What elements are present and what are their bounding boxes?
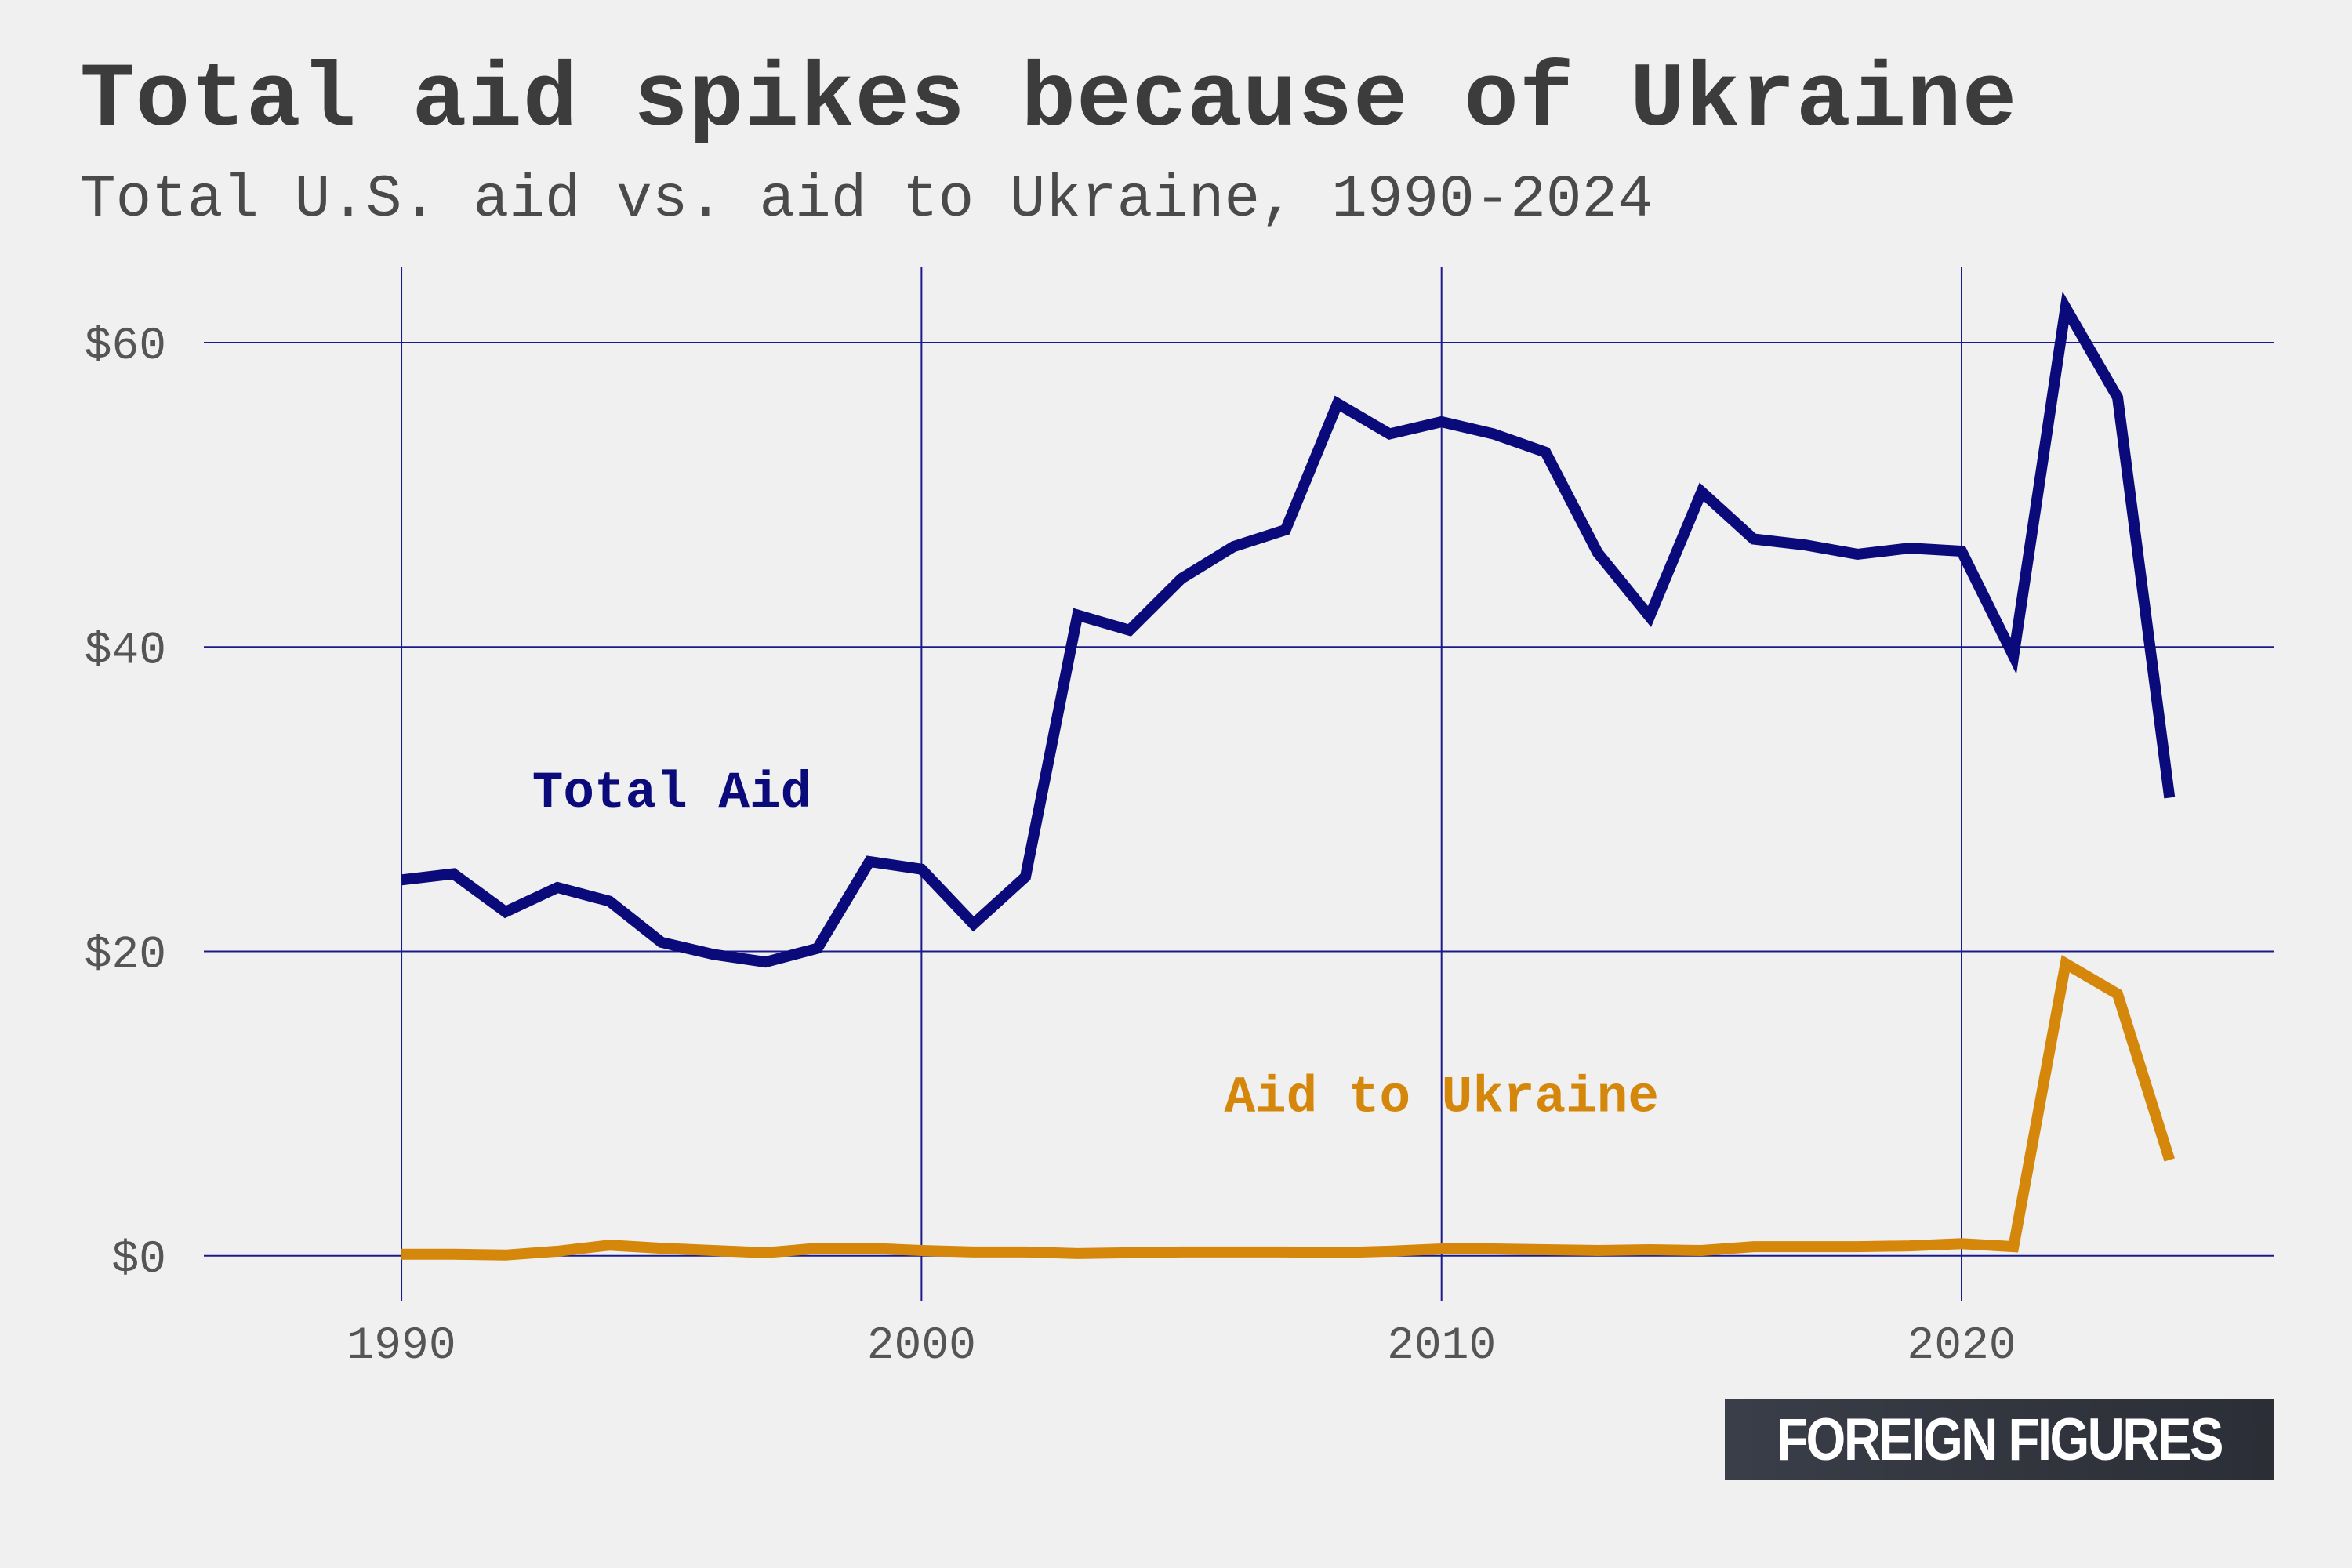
x-tick-label: 1990 <box>347 1321 456 1372</box>
grid <box>204 267 2274 1301</box>
series-labels: Total Aid Aid to Ukraine <box>532 764 1659 1127</box>
logo-text: FOREIGN FIGURES <box>1777 1406 2223 1473</box>
chart-title: Total aid spikes because of Ukraine <box>80 49 2018 152</box>
y-tick-label: $20 <box>85 931 166 982</box>
series-line-aid-to-ukraine <box>401 955 2175 1261</box>
y-tick-label: $60 <box>85 321 166 372</box>
series-label-aid-to-ukraine: Aid to Ukraine <box>1224 1068 1659 1127</box>
series-label-total-aid: Total Aid <box>532 764 811 822</box>
series-line-total-aid <box>401 291 2176 968</box>
y-tick-label: $40 <box>85 626 166 677</box>
axis-ticks: $0 $20 $40 $60 1990 2000 2010 2020 <box>85 321 2016 1372</box>
foreign-figures-logo: FOREIGN FIGURES <box>1725 1399 2274 1480</box>
x-tick-label: 2010 <box>1387 1321 1496 1372</box>
x-tick-label: 2020 <box>1907 1321 2016 1372</box>
x-tick-label: 2000 <box>867 1321 976 1372</box>
y-tick-label: $0 <box>111 1235 166 1286</box>
chart-subtitle: Total U.S. aid vs. aid to Ukraine, 1990-… <box>80 166 1653 234</box>
series-lines <box>401 291 2176 1261</box>
